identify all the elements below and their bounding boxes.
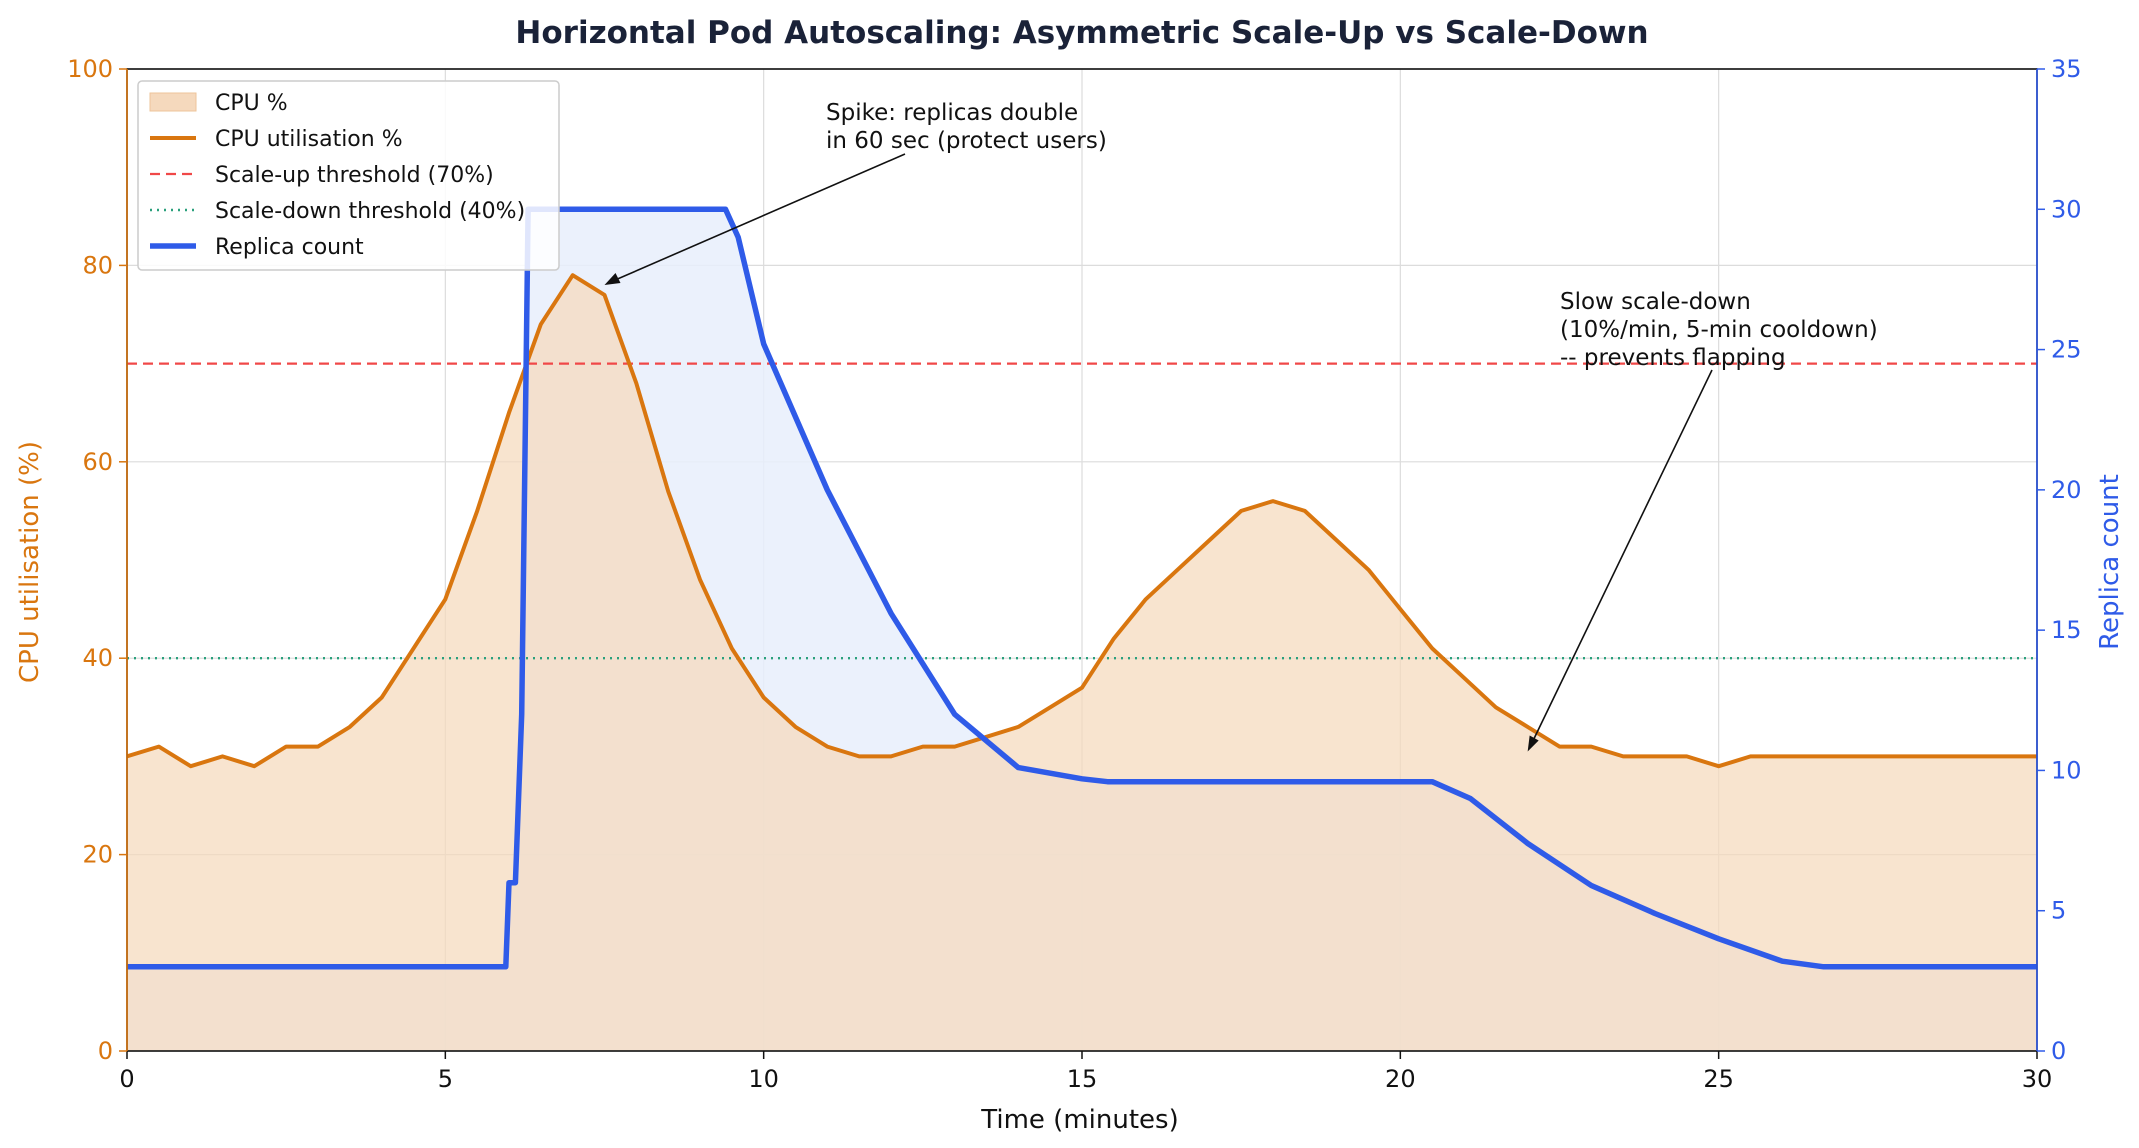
- annotation-spike-text: in 60 sec (protect users): [826, 128, 1107, 154]
- annotation-scaledown-text: Slow scale-down: [1560, 289, 1751, 315]
- annotation-scaledown-arrowhead: [1527, 735, 1539, 752]
- cpu-area-fill: [127, 275, 2037, 1051]
- legend-label: CPU %: [215, 91, 288, 116]
- x-tick-label: 5: [438, 1065, 453, 1093]
- x-tick-label: 25: [1703, 1065, 1734, 1093]
- replica-line: [127, 206, 2037, 970]
- legend: CPU % CPU utilisation % Scale-up threshold…: [137, 80, 560, 271]
- legend-label: Scale-down threshold (40%): [215, 199, 525, 224]
- y-right-tick-label: 35: [2051, 55, 2082, 83]
- x-axis-label: Time (minutes): [980, 1105, 1178, 1135]
- y-right-tick-label: 0: [2051, 1037, 2066, 1065]
- series-lines: [126, 206, 2038, 970]
- legend-box: [137, 80, 560, 271]
- y-right-tick-label: 10: [2051, 756, 2082, 784]
- y-axis-label-left: CPU utilisation (%): [15, 441, 45, 683]
- y-right-tick-label: 15: [2051, 616, 2082, 644]
- threshold-lines: [127, 362, 2037, 660]
- x-tick-label: 15: [1067, 1065, 1098, 1093]
- y-left-tick-label: 20: [82, 841, 113, 869]
- area-fills: [127, 209, 2037, 1052]
- legend-label: CPU utilisation %: [215, 127, 403, 152]
- y-right-tick-label: 20: [2051, 476, 2082, 504]
- annotation-spike-arrowhead: [604, 273, 621, 286]
- y-left-tick-label: 60: [82, 448, 113, 476]
- annotation-spike-text: Spike: replicas double: [826, 100, 1078, 126]
- annotation-scaledown-arrow: [1530, 369, 1713, 744]
- y-left-tick-label: 100: [67, 55, 113, 83]
- y-left-tick-label: 0: [98, 1037, 113, 1065]
- x-tick-label: 30: [2022, 1065, 2053, 1093]
- y-right-tick-label: 5: [2051, 897, 2066, 925]
- x-tick-label: 20: [1385, 1065, 1416, 1093]
- y-right-tick-label: 30: [2051, 195, 2082, 223]
- legend-swatch-cpu-fill: [149, 92, 197, 112]
- y-axis-label-right: Replica count: [2095, 474, 2125, 650]
- legend-label: Replica count: [215, 235, 364, 260]
- annotation-spike-arrow: [610, 153, 906, 283]
- y-left-tick-label: 80: [82, 251, 113, 279]
- cpu-line: [126, 273, 2037, 769]
- annotation-scaledown-text: (10%/min, 5-min cooldown): [1560, 317, 1878, 343]
- y-left-tick-label: 40: [82, 644, 113, 672]
- annotation-scaledown-text: -- prevents flapping: [1560, 345, 1786, 371]
- legend-label: Scale-up threshold (70%): [215, 163, 494, 188]
- y-right-tick-label: 25: [2051, 336, 2082, 364]
- x-tick-label: 10: [748, 1065, 779, 1093]
- chart-title: Horizontal Pod Autoscaling: Asymmetric S…: [515, 15, 1648, 51]
- x-tick-label: 0: [119, 1065, 134, 1093]
